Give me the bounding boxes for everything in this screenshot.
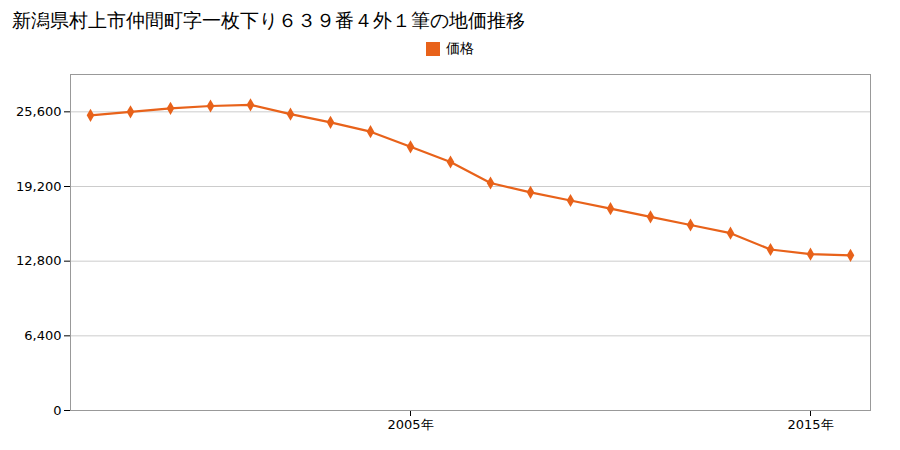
svg-text:2015年: 2015年 bbox=[787, 417, 833, 432]
html-text:新潟県村上市仲間町字一枚下り６３９番４外１筆の地価推移: 新潟県村上市仲間町字一枚下り６３９番４外１筆の地価推移 bbox=[12, 9, 525, 31]
svg-text:12,800: 12,800 bbox=[16, 253, 62, 268]
svg-text:0: 0 bbox=[53, 403, 61, 418]
html-text:価格: 価格 bbox=[446, 40, 474, 56]
svg-text:2005年: 2005年 bbox=[387, 417, 433, 432]
svg-text:25,600: 25,600 bbox=[16, 104, 62, 119]
svg-text:6,400: 6,400 bbox=[24, 328, 61, 343]
svg-text:19,200: 19,200 bbox=[16, 179, 62, 194]
